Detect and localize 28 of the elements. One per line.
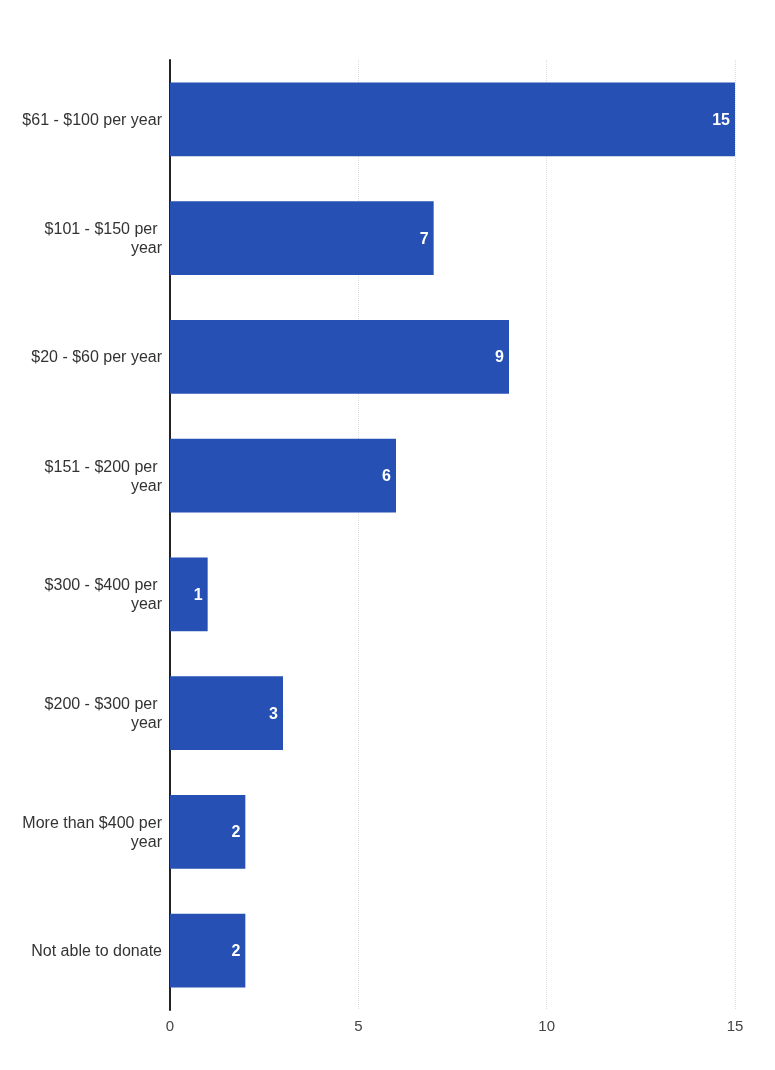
x-tick-label: 15	[726, 1017, 744, 1034]
y-tick-label: $61 - $100 per year	[22, 110, 163, 128]
x-tick-label: 10	[538, 1017, 556, 1034]
y-tick-label: $101 - $150 per year	[44, 220, 163, 257]
data-label: 6	[382, 467, 392, 485]
x-tick-label: 0	[165, 1017, 175, 1034]
y-tick-label: $151 - $200 per year	[44, 457, 163, 494]
bar	[170, 557, 208, 632]
bar	[170, 201, 434, 275]
bar	[170, 795, 246, 869]
data-label: 2	[231, 942, 241, 960]
y-tick-label: $20 - $60 per year	[31, 348, 163, 366]
bar	[170, 82, 735, 157]
bar	[170, 320, 509, 394]
y-tick-label: More than $400 per year	[22, 813, 163, 850]
bar	[170, 438, 396, 513]
data-label: 1	[193, 585, 203, 603]
data-label: 2	[231, 823, 241, 841]
x-tick-label: 5	[354, 1017, 363, 1034]
data-label: 15	[712, 110, 731, 128]
y-tick-label: Not able to donate	[31, 942, 163, 960]
bar	[170, 913, 246, 988]
y-tick-label: $200 - $300 per year	[44, 695, 163, 732]
data-label: 3	[269, 704, 279, 722]
data-label: 7	[419, 229, 429, 247]
data-label: 9	[495, 348, 505, 366]
y-tick-label: $300 - $400 per year	[44, 576, 163, 613]
bar	[170, 676, 283, 750]
